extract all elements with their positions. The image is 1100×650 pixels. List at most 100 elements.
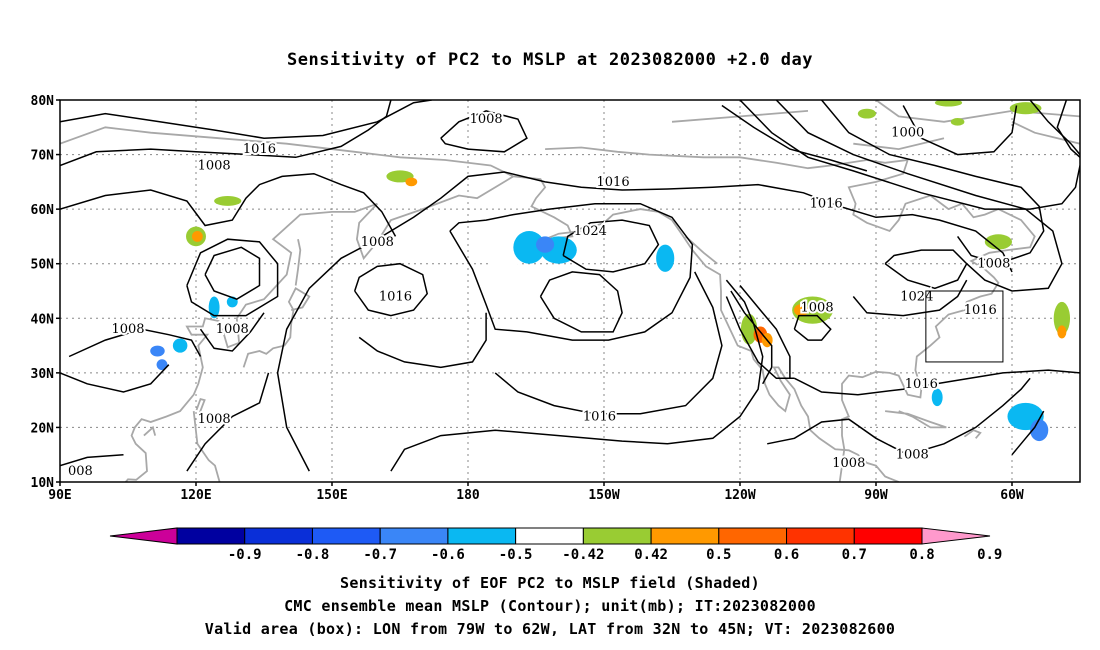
- map-title: Sensitivity of PC2 to MSLP at 2023082000…: [286, 50, 813, 70]
- coastline: [545, 146, 1036, 482]
- isobar-contour: [186, 238, 279, 317]
- footer-line-1: Sensitivity of EOF PC2 to MSLP field (Sh…: [340, 574, 760, 592]
- sensitivity-shading: [191, 230, 203, 242]
- colorbar-swatch: [244, 527, 313, 545]
- longitude-label: 90E: [48, 488, 71, 503]
- isobar-contour: [1011, 410, 1045, 456]
- colorbar-label: -0.42: [562, 547, 604, 563]
- isobar-label: 1024: [900, 289, 933, 304]
- latitude-label: 70N: [31, 149, 55, 164]
- colorbar-label: 0.8: [909, 547, 934, 563]
- isobar-contour: [1029, 100, 1080, 156]
- footer-line-2: CMC ensemble mean MSLP (Contour); unit(m…: [284, 597, 816, 615]
- sensitivity-shading: [1053, 301, 1071, 335]
- isobar-contour: [775, 100, 1063, 292]
- isobar-contour: [793, 314, 832, 341]
- isobar-contour: [186, 372, 270, 472]
- sensitivity-shading: [172, 338, 188, 353]
- sensitivity-shading: [513, 230, 546, 264]
- coastline: [671, 110, 809, 123]
- isobar-contour: [390, 279, 764, 472]
- colorbar-label: 0.42: [634, 547, 668, 563]
- isobar-contour: [730, 290, 773, 385]
- coastline: [192, 410, 221, 482]
- sensitivity-shading: [934, 100, 963, 107]
- coastline: [1011, 120, 1080, 145]
- isobar-contour: [60, 100, 432, 139]
- latitude-label: 40N: [31, 312, 55, 327]
- isobar-contour: [539, 271, 623, 333]
- isobar-contour: [204, 246, 261, 301]
- isobar-label: 1016: [905, 377, 938, 392]
- sensitivity-shading: [208, 296, 220, 319]
- latitude-label: 10N: [31, 476, 55, 491]
- sensitivity-shading: [931, 388, 943, 407]
- isobar-label: 1008: [216, 322, 249, 337]
- longitude-label: 120E: [180, 488, 211, 503]
- isobar-contour: [60, 364, 170, 393]
- colorbar-extend-low: [109, 527, 178, 545]
- coastline: [143, 425, 157, 437]
- colorbar-swatch: [582, 527, 652, 545]
- colorbar-label: 0.7: [842, 547, 867, 563]
- isobar-contour: [199, 312, 265, 352]
- isobar-contour: [739, 100, 1080, 210]
- colorbar-swatch: [311, 527, 381, 545]
- colorbar-label: -0.9: [228, 547, 262, 563]
- isobar-label: 1016: [243, 142, 276, 157]
- isobar-contour: [1056, 100, 1080, 158]
- isobar-contour: [449, 202, 694, 341]
- sensitivity-shading: [628, 227, 661, 263]
- colorbar-label: -0.8: [296, 547, 330, 563]
- colorbar-swatch: [718, 527, 788, 545]
- sensitivity-shading: [536, 236, 555, 253]
- latitude-label: 20N: [31, 421, 55, 436]
- colorbar-label: -0.6: [431, 547, 465, 563]
- footer-line-3: Valid area (box): LON from 79W to 62W, L…: [204, 620, 896, 638]
- isobar-contour: [821, 100, 1045, 265]
- isobar-contour: [68, 328, 202, 358]
- coastline: [963, 429, 982, 439]
- sensitivity-shading: [1057, 325, 1067, 339]
- isobar-contour: [902, 105, 1018, 156]
- isobar-label: 1008: [198, 412, 231, 427]
- isobar-label: 1008: [361, 235, 394, 250]
- colorbar-swatch: [379, 527, 449, 545]
- colorbar-extend-high: [921, 527, 991, 545]
- isobar-contour: [739, 285, 791, 379]
- colorbar-label: 0.6: [774, 547, 799, 563]
- coastline: [195, 398, 206, 417]
- sensitivity-shading: [214, 196, 242, 206]
- latitude-label: 50N: [31, 258, 55, 273]
- isobar-contour: [60, 100, 392, 167]
- colorbar-swatch: [176, 527, 246, 545]
- isobar-label: 1016: [379, 289, 412, 304]
- isobar-label: 1024: [574, 224, 607, 239]
- longitude-label: 180: [456, 488, 480, 503]
- sensitivity-shading: [156, 359, 168, 371]
- isobar-label: 1008: [111, 322, 144, 337]
- latitude-label: 30N: [31, 367, 55, 382]
- isobar-label: 1016: [810, 197, 843, 212]
- colorbar-swatch: [650, 527, 720, 545]
- isobar-contour: [794, 369, 1080, 396]
- isobar-label: 1016: [597, 175, 630, 190]
- isobar-contour: [353, 262, 429, 317]
- isobar-label: 1008: [198, 158, 231, 173]
- longitude-label: 150E: [316, 488, 347, 503]
- coastline: [884, 410, 947, 429]
- isobar-label: 1008: [801, 300, 834, 315]
- colorbar-label: 0.9: [977, 547, 1002, 563]
- isobar-contour: [440, 110, 528, 153]
- colorbar-swatch: [853, 527, 923, 545]
- sensitivity-shading: [405, 177, 418, 187]
- isobar-contour: [767, 377, 1031, 456]
- isobar-label: 1016: [964, 303, 997, 318]
- isobar-label: 1008: [896, 448, 929, 463]
- isobar-contour: [884, 249, 968, 290]
- coastline: [684, 235, 718, 265]
- map-frame: [59, 99, 1081, 483]
- sensitivity-shading: [950, 118, 965, 126]
- isobar-contour: [276, 171, 1013, 472]
- colorbar-swatch: [786, 527, 855, 545]
